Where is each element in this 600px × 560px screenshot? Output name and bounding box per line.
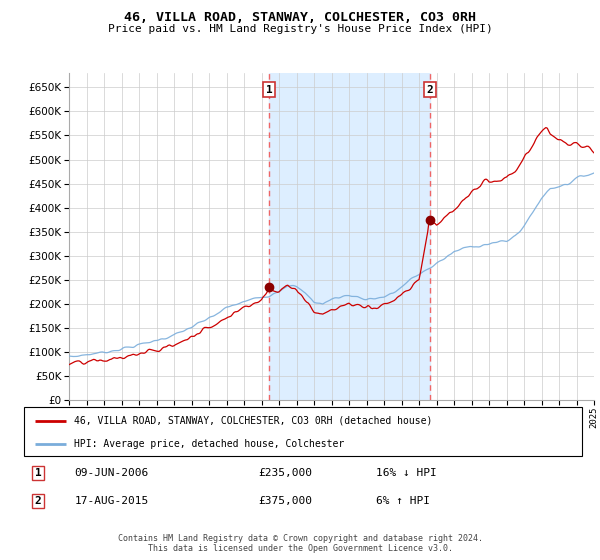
Text: 2: 2 bbox=[35, 496, 41, 506]
Text: 1: 1 bbox=[35, 468, 41, 478]
Text: 46, VILLA ROAD, STANWAY, COLCHESTER, CO3 0RH (detached house): 46, VILLA ROAD, STANWAY, COLCHESTER, CO3… bbox=[74, 416, 433, 426]
Text: 17-AUG-2015: 17-AUG-2015 bbox=[74, 496, 148, 506]
Text: 46, VILLA ROAD, STANWAY, COLCHESTER, CO3 0RH: 46, VILLA ROAD, STANWAY, COLCHESTER, CO3… bbox=[124, 11, 476, 24]
Text: Price paid vs. HM Land Registry's House Price Index (HPI): Price paid vs. HM Land Registry's House … bbox=[107, 24, 493, 34]
Text: £375,000: £375,000 bbox=[259, 496, 313, 506]
Bar bbox=[269, 73, 430, 400]
Text: 6% ↑ HPI: 6% ↑ HPI bbox=[376, 496, 430, 506]
Text: £235,000: £235,000 bbox=[259, 468, 313, 478]
FancyBboxPatch shape bbox=[24, 407, 582, 456]
Text: HPI: Average price, detached house, Colchester: HPI: Average price, detached house, Colc… bbox=[74, 439, 344, 449]
Text: 09-JUN-2006: 09-JUN-2006 bbox=[74, 468, 148, 478]
Text: Contains HM Land Registry data © Crown copyright and database right 2024.
This d: Contains HM Land Registry data © Crown c… bbox=[118, 534, 482, 553]
Text: 16% ↓ HPI: 16% ↓ HPI bbox=[376, 468, 436, 478]
Text: 2: 2 bbox=[427, 85, 433, 95]
Text: 1: 1 bbox=[266, 85, 272, 95]
